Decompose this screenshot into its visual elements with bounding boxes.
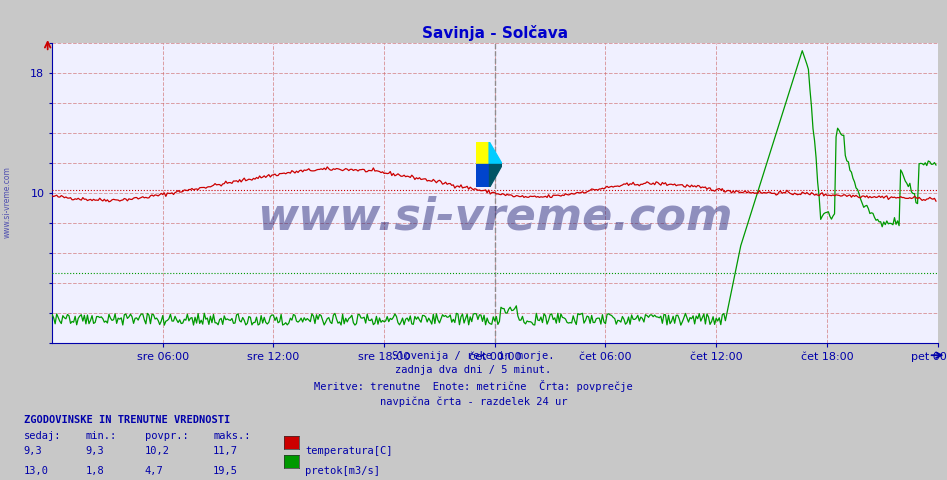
Text: pretok[m3/s]: pretok[m3/s] bbox=[305, 466, 380, 476]
Text: min.:: min.: bbox=[85, 431, 116, 441]
Polygon shape bbox=[490, 164, 503, 187]
Text: ZGODOVINSKE IN TRENUTNE VREDNOSTI: ZGODOVINSKE IN TRENUTNE VREDNOSTI bbox=[24, 415, 230, 425]
Text: 9,3: 9,3 bbox=[85, 446, 104, 456]
Text: 13,0: 13,0 bbox=[24, 466, 48, 476]
Bar bbox=[476, 142, 490, 164]
Text: 10,2: 10,2 bbox=[145, 446, 170, 456]
Text: temperatura[C]: temperatura[C] bbox=[305, 446, 392, 456]
Text: 1,8: 1,8 bbox=[85, 466, 104, 476]
Bar bbox=[476, 164, 490, 187]
Text: maks.:: maks.: bbox=[213, 431, 251, 441]
Text: povpr.:: povpr.: bbox=[145, 431, 188, 441]
Text: sedaj:: sedaj: bbox=[24, 431, 62, 441]
Text: 19,5: 19,5 bbox=[213, 466, 238, 476]
Text: www.si-vreme.com: www.si-vreme.com bbox=[257, 196, 733, 239]
Text: 9,3: 9,3 bbox=[24, 446, 43, 456]
Text: www.si-vreme.com: www.si-vreme.com bbox=[3, 166, 12, 238]
Polygon shape bbox=[490, 142, 503, 164]
Text: 11,7: 11,7 bbox=[213, 446, 238, 456]
Text: Slovenija / reke in morje.
zadnja dva dni / 5 minut.
Meritve: trenutne  Enote: m: Slovenija / reke in morje. zadnja dva dn… bbox=[314, 351, 633, 407]
Title: Savinja - Solčava: Savinja - Solčava bbox=[421, 24, 568, 41]
Text: 4,7: 4,7 bbox=[145, 466, 164, 476]
